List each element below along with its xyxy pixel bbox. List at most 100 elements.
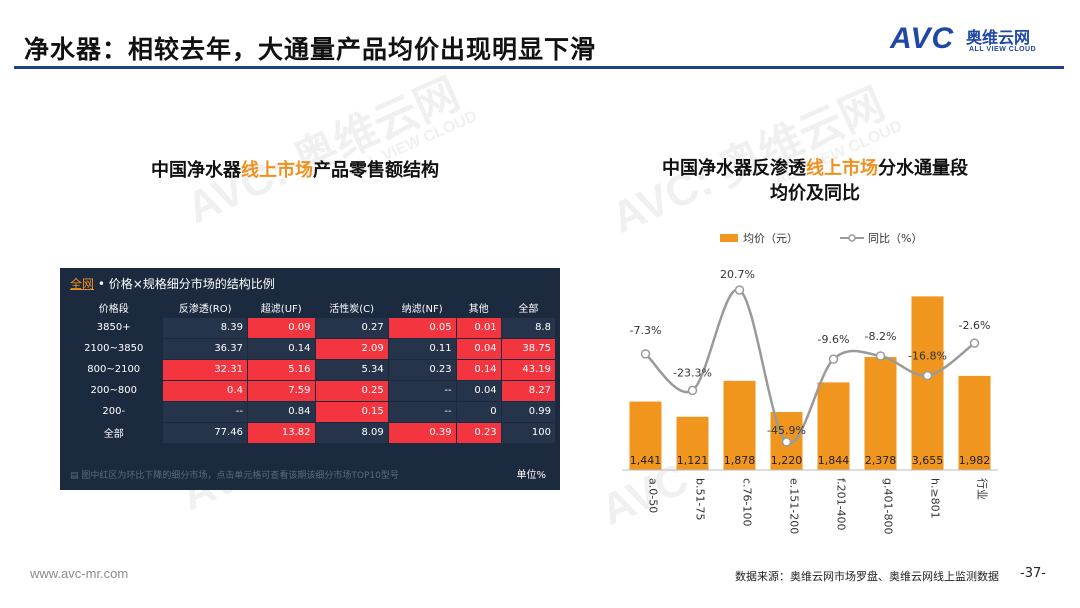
table-cell[interactable]: 32.31 [162,358,248,381]
column-header: 反渗透(RO) [178,303,232,315]
x-tick-label: a.0-50 [647,478,660,513]
table-cell[interactable]: 5.16 [246,358,316,381]
line-value-label: -8.2% [865,330,897,343]
table-cell[interactable]: 0.09 [246,316,316,339]
table-cell[interactable]: 7.59 [246,379,316,402]
bar-value-label: 1,220 [771,454,803,467]
table-cell[interactable]: -- [387,379,457,402]
x-tick-label: b.51-75 [694,478,707,520]
footer-url: www.avc-mr.com [30,566,129,581]
table-cell[interactable]: -- [162,400,248,423]
left-chart-title: 中国净水器线上市场产品零售额结构 [151,160,439,181]
table-cell[interactable]: 0.01 [455,316,502,339]
bar-value-label: 2,378 [865,454,897,467]
table-row: 全部 77.46 13.82 8.09 0.39 0.23 100 [63,421,557,444]
table-row: 200- -- 0.84 0.15 -- 0 0.99 [63,400,557,423]
logo-cn-text: 奥维云网 [966,28,1031,47]
table-cell[interactable]: 2.09 [314,337,389,360]
table-cell[interactable]: 0.25 [314,379,389,402]
table-cell[interactable]: -- [387,400,457,423]
bar-value-label: 1,121 [677,454,709,467]
table-cell[interactable]: 77.46 [162,421,248,444]
segment-structure-table-panel: 全网 • 价格×规格细分市场的结构比例 价格段 反渗透(RO) 超滤(UF) 活性炭(… [60,268,560,490]
table-cell[interactable]: 0.99 [500,400,557,423]
table-cell[interactable]: 0.27 [314,316,389,339]
table-cell[interactable]: 0.05 [387,316,457,339]
table-cell[interactable]: 5.34 [314,358,389,381]
table-cell[interactable]: 13.82 [246,421,316,444]
table-row: 3850+ 8.39 0.09 0.27 0.05 0.01 8.8 [63,316,557,339]
bar-value-label: 1,844 [818,454,850,467]
line-value-label: -16.8% [908,350,947,363]
line-value-label: -7.3% [630,324,662,337]
table-header-row: 价格段 反渗透(RO) 超滤(UF) 活性炭(C) 纳滤(NF) 其他 全部 [65,298,556,317]
table-row: 200~800 0.4 7.59 0.25 -- 0.04 8.27 [63,379,557,402]
combo-chart: 均价（元） 同比（%） 1,441 1,121 1,878 1,220 1,844 2,3… [622,232,998,534]
table-cell[interactable]: 0.84 [246,400,316,423]
line-point [922,370,933,381]
x-tick-label: c.76-100 [741,478,754,527]
table-cell[interactable]: 0.04 [455,379,502,402]
chart-legend: 均价（元） 同比（%） [720,232,922,245]
line-value-label: 20.7% [720,268,755,281]
table-cell[interactable]: 0.39 [387,421,457,444]
table-cell[interactable]: 8.27 [500,379,557,402]
legend-bar-label: 均价（元） [743,232,798,245]
table-panel-title: 全网 • 价格×规格细分市场的结构比例 [70,277,275,291]
table-row: 2100~3850 36.37 0.14 2.09 0.11 0.04 38.75 [63,337,557,360]
column-header: 超滤(UF) [260,303,302,315]
table-cell[interactable]: 8.8 [500,316,557,339]
line-point [875,351,886,361]
table-unit: 单位% [516,470,546,481]
table-cell[interactable]: 38.75 [500,337,557,360]
bar-value-label: 1,441 [630,454,662,467]
header-divider [14,66,1064,69]
line-point [687,385,698,396]
bar-value-label: 1,982 [959,454,991,467]
table-cell[interactable]: 0.11 [387,337,457,360]
page-title: 净水器：相较去年，大通量产品均价出现明显下滑 [24,35,597,64]
legend-bar-swatch [720,234,738,242]
data-source: 数据来源：奥维云网市场罗盘、奥维云网线上监测数据 [735,570,999,583]
legend-line-marker [848,234,856,242]
table-cell[interactable]: 36.37 [162,337,248,360]
line-value-label: -9.6% [818,333,850,346]
table-cell[interactable]: 0.23 [455,421,502,444]
table-cell[interactable]: 100 [500,421,557,444]
legend-line-label: 同比（%） [868,232,922,245]
table-cell[interactable]: 0.23 [387,358,457,381]
table-row: 800~2100 32.31 5.16 5.34 0.23 0.14 43.19 [63,358,557,381]
table-cell[interactable]: 0.14 [455,358,502,381]
line-point [969,338,980,348]
column-header: 全部 [518,303,539,315]
table-cell[interactable]: 0.14 [246,337,316,360]
column-header: 活性炭(C) [329,303,375,315]
column-header: 其他 [468,303,489,315]
table-cell[interactable]: 8.09 [314,421,389,444]
table-cell[interactable]: 0 [455,400,502,423]
row-label: 2100~3850 [63,337,164,360]
bar [864,357,897,470]
table-cell[interactable]: 0.4 [162,379,248,402]
table-cell[interactable]: 0.15 [314,400,389,423]
bar [676,416,709,470]
table-cell[interactable]: 0.04 [455,337,502,360]
bar [723,380,756,470]
segment-table: 价格段 反渗透(RO) 超滤(UF) 活性炭(C) 纳滤(NF) 其他 全部 3850+ 8.… [63,298,557,444]
table-cell[interactable]: 8.39 [162,316,248,339]
all-network-link[interactable]: 全网 [70,277,95,291]
bar [958,375,991,470]
note-icon: ▤ [70,471,82,481]
row-label: 全部 [63,421,164,444]
line-point [781,437,792,447]
x-tick-label: 行业 [976,478,989,500]
table-cell[interactable]: 43.19 [500,358,557,381]
line-point [640,349,651,359]
row-label: 200~800 [63,379,164,402]
row-label: 800~2100 [63,358,164,381]
line-point [734,285,745,295]
logo-avc-text: AVC [890,22,955,55]
right-chart-title: 中国净水器反渗透线上市场分水通量段 均价及同比 [662,158,968,204]
row-label: 3850+ [63,316,164,339]
line-value-label: -45.9% [767,424,806,437]
